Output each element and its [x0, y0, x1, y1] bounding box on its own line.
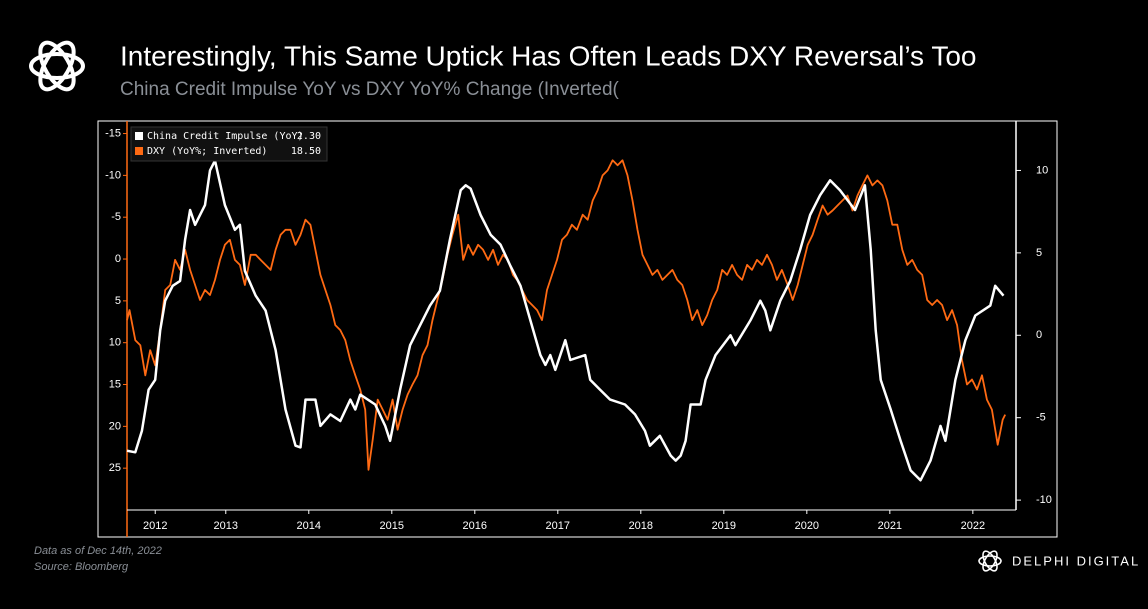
- y2-tick-label: -5: [1036, 412, 1046, 424]
- footnote: Data as of Dec 14th, 2022: [34, 545, 162, 557]
- y-tick-label: -10: [105, 169, 121, 181]
- x-tick-label: 2012: [143, 520, 167, 532]
- y2-tick-label: 0: [1036, 329, 1042, 341]
- y-tick-label: -15: [105, 127, 121, 139]
- brand-logo: [978, 550, 1002, 572]
- legend-swatch: [135, 132, 143, 140]
- x-tick-label: 2022: [961, 520, 985, 532]
- y-tick-label: 20: [109, 420, 121, 432]
- x-tick-label: 2019: [712, 520, 736, 532]
- chart-frame: [97, 120, 1058, 538]
- legend-label: DXY (YoY%; Inverted): [147, 146, 267, 157]
- y2-tick-label: -10: [1036, 494, 1052, 506]
- brand: DELPHI DIGITAL: [1012, 553, 1140, 568]
- y2-tick-label: 10: [1036, 164, 1048, 176]
- legend-swatch: [135, 147, 143, 155]
- title: Interestingly, This Same Uptick Has Ofte…: [120, 40, 976, 71]
- y-tick-label: 25: [109, 462, 121, 474]
- y-tick-label: 5: [115, 295, 121, 307]
- y-tick-label: -5: [111, 211, 121, 223]
- x-tick-label: 2013: [214, 520, 238, 532]
- x-tick-label: 2015: [380, 520, 404, 532]
- x-tick-label: 2021: [878, 520, 902, 532]
- y2-tick-label: 5: [1036, 247, 1042, 259]
- logo: [29, 40, 85, 92]
- x-tick-label: 2014: [297, 520, 321, 532]
- legend-value: 2.30: [297, 131, 321, 142]
- legend-value: 18.50: [291, 146, 321, 157]
- y-tick-label: 15: [109, 378, 121, 390]
- legend-label: China Credit Impulse (YoY): [147, 131, 304, 142]
- series-line: [126, 159, 1005, 482]
- subtitle: China Credit Impulse YoY vs DXY YoY% Cha…: [120, 79, 620, 100]
- y-tick-label: 10: [109, 337, 121, 349]
- series-line: [126, 159, 1007, 471]
- x-tick-label: 2017: [546, 520, 570, 532]
- y-tick-label: 0: [115, 253, 121, 265]
- source: Source: Bloomberg: [34, 561, 129, 573]
- x-tick-label: 2018: [629, 520, 653, 532]
- x-tick-label: 2016: [463, 520, 487, 532]
- x-tick-label: 2020: [795, 520, 819, 532]
- legend-box: [130, 126, 328, 162]
